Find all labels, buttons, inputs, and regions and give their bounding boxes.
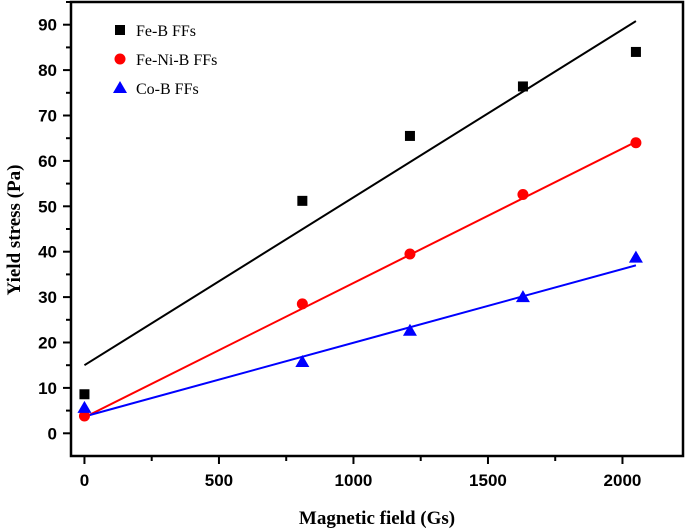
- x-tick-label: 1500: [469, 471, 507, 490]
- y-tick-label: 90: [38, 16, 57, 35]
- x-tick-label: 0: [80, 471, 89, 490]
- y-tick-label: 70: [38, 107, 57, 126]
- legend-marker: [113, 81, 127, 93]
- data-point: [404, 130, 415, 141]
- x-axis-label: Magnetic field (Gs): [299, 508, 455, 529]
- data-point: [515, 290, 530, 303]
- data-point: [77, 400, 92, 413]
- legend-label: Fe-B FFs: [136, 23, 196, 40]
- y-tick-label: 50: [38, 197, 57, 216]
- fit-line: [84, 264, 637, 418]
- data-point: [296, 298, 308, 310]
- data-point: [402, 323, 417, 336]
- plot-frame: [69, 0, 685, 458]
- data-point: [295, 355, 310, 368]
- data-point: [630, 46, 641, 57]
- y-tick-label: 40: [38, 243, 57, 262]
- data-point: [628, 250, 643, 263]
- y-tick-label: 60: [38, 152, 57, 171]
- legend-marker: [115, 25, 125, 35]
- data-point: [517, 81, 528, 92]
- data-point: [79, 389, 90, 400]
- y-tick-label: 10: [38, 379, 57, 398]
- y-tick-label: 0: [48, 424, 57, 443]
- fit-line: [83, 20, 637, 367]
- data-point: [297, 195, 308, 206]
- legend-marker: [114, 53, 126, 65]
- x-tick-label: 1000: [335, 471, 373, 490]
- x-tick-label: 500: [205, 471, 233, 490]
- data-point: [630, 137, 642, 149]
- data-point: [517, 188, 529, 200]
- legend-label: Co-B FFs: [136, 81, 199, 98]
- y-tick-label: 80: [38, 61, 57, 80]
- x-tick-label: 2000: [604, 471, 642, 490]
- y-tick-label: 20: [38, 334, 57, 353]
- data-point: [404, 248, 416, 260]
- data-point: [78, 410, 90, 422]
- fit-line: [84, 140, 637, 419]
- legend-label: Fe-Ni-B FFs: [136, 52, 217, 69]
- y-tick-label: 30: [38, 288, 57, 307]
- y-axis-label: Yield stress (Pa): [4, 165, 25, 296]
